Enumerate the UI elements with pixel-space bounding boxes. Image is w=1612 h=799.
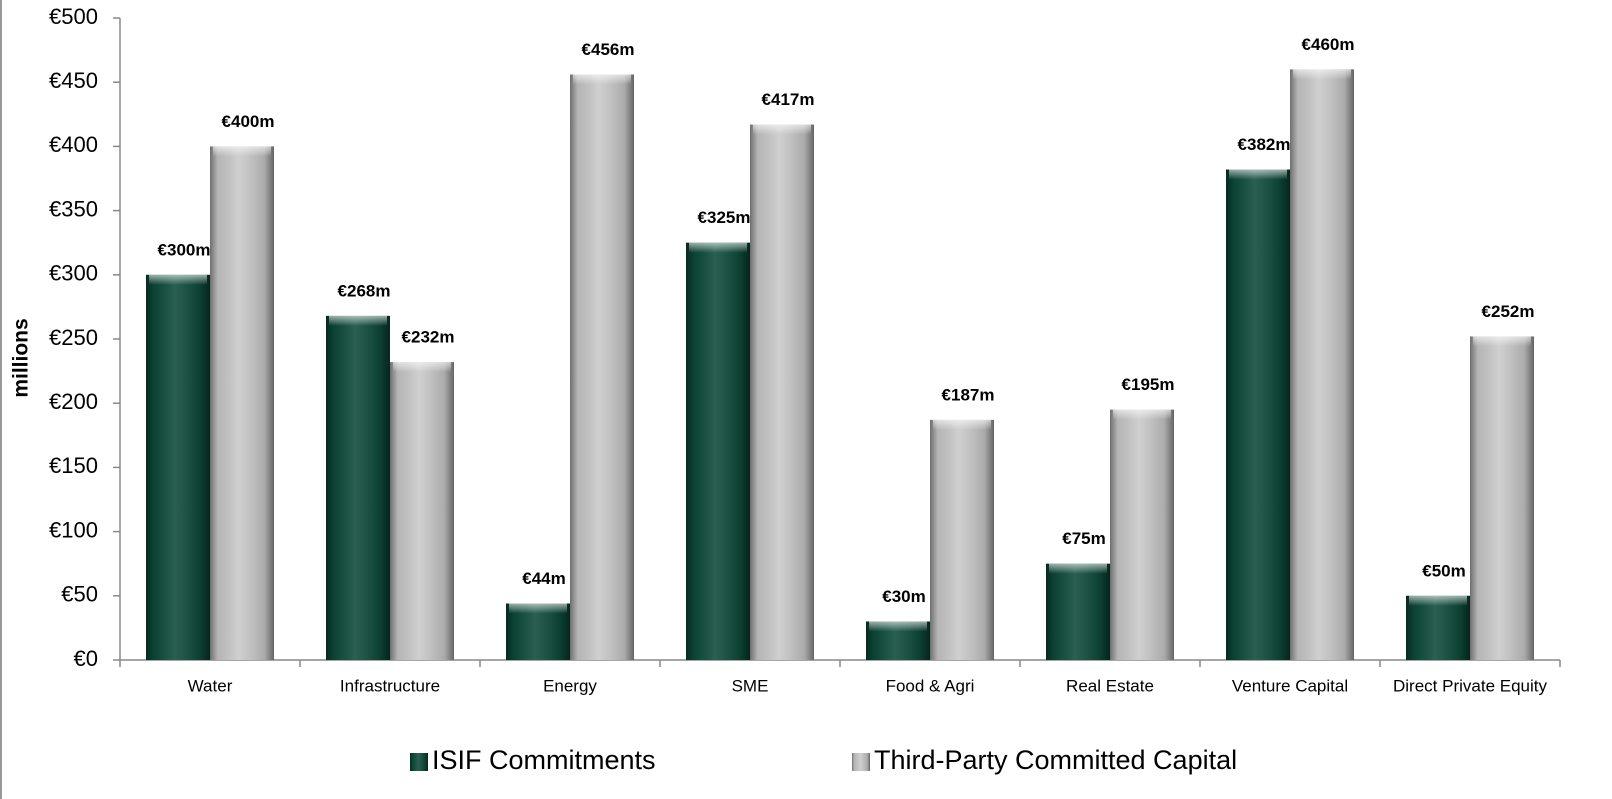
x-tick-label: Infrastructure <box>340 676 440 695</box>
bar <box>390 362 454 660</box>
y-tick-label: €400 <box>49 132 98 157</box>
bar-cap <box>1473 336 1531 347</box>
bar <box>326 315 390 660</box>
value-label: €382m <box>1238 135 1291 154</box>
bar-cap <box>149 274 207 285</box>
legend-label: Third-Party Committed Capital <box>874 745 1237 775</box>
value-label: €195m <box>1122 375 1175 394</box>
bar-cap <box>689 242 747 253</box>
bar <box>930 419 994 660</box>
bar <box>1290 69 1354 661</box>
value-label: €252m <box>1482 302 1535 321</box>
bar <box>146 274 210 660</box>
y-tick-label: €350 <box>49 196 98 221</box>
legend-label: ISIF Commitments <box>432 745 656 775</box>
bar-cap <box>393 362 451 373</box>
value-label: €300m <box>158 240 211 259</box>
value-label: €187m <box>942 385 995 404</box>
bar <box>210 146 274 660</box>
value-label: €75m <box>1062 529 1105 548</box>
value-label: €456m <box>582 40 635 59</box>
value-label: €268m <box>338 281 391 300</box>
y-tick-label: €0 <box>74 646 98 671</box>
value-label: €232m <box>402 328 455 347</box>
y-tick-label: €50 <box>61 582 98 607</box>
bar <box>1046 563 1110 660</box>
bar <box>1470 336 1534 660</box>
bar-cap <box>1229 169 1287 180</box>
bar-cap <box>753 124 811 135</box>
value-label: €325m <box>698 208 751 227</box>
bar <box>750 124 814 660</box>
bar <box>570 74 634 661</box>
bar-cap <box>509 603 567 614</box>
y-tick-label: €250 <box>49 325 98 350</box>
x-tick-label: SME <box>732 676 769 695</box>
legend-swatch-shade <box>852 753 870 771</box>
y-tick-label: €150 <box>49 453 98 478</box>
x-tick-label: Energy <box>543 676 597 695</box>
value-label: €460m <box>1302 35 1355 54</box>
bar-cap <box>1113 409 1171 420</box>
y-axis-label: millions <box>10 318 33 397</box>
bar-cap <box>573 74 631 85</box>
value-label: €44m <box>522 569 565 588</box>
bar-cap <box>329 315 387 326</box>
value-label: €30m <box>882 587 925 606</box>
x-tick-label: Direct Private Equity <box>1393 676 1547 695</box>
value-label: €50m <box>1422 561 1465 580</box>
x-tick-label: Venture Capital <box>1232 676 1348 695</box>
bar <box>1226 169 1290 660</box>
bar <box>1110 409 1174 660</box>
bar-cap <box>1049 563 1107 574</box>
value-label: €417m <box>762 90 815 109</box>
x-tick-label: Water <box>188 676 233 695</box>
bar-cap <box>1409 595 1467 606</box>
x-tick-label: Food & Agri <box>886 676 975 695</box>
bar-cap <box>933 419 991 430</box>
legend-swatch-shade <box>410 753 428 771</box>
bar-cap <box>1293 69 1351 80</box>
y-tick-label: €300 <box>49 261 98 286</box>
y-tick-label: €200 <box>49 389 98 414</box>
bar-cap <box>213 146 271 157</box>
y-tick-label: €100 <box>49 517 98 542</box>
x-tick-label: Real Estate <box>1066 676 1154 695</box>
bar <box>686 242 750 660</box>
value-label: €400m <box>222 112 275 131</box>
y-tick-label: €450 <box>49 68 98 93</box>
y-tick-label: €500 <box>49 4 98 29</box>
bar-cap <box>869 621 927 632</box>
